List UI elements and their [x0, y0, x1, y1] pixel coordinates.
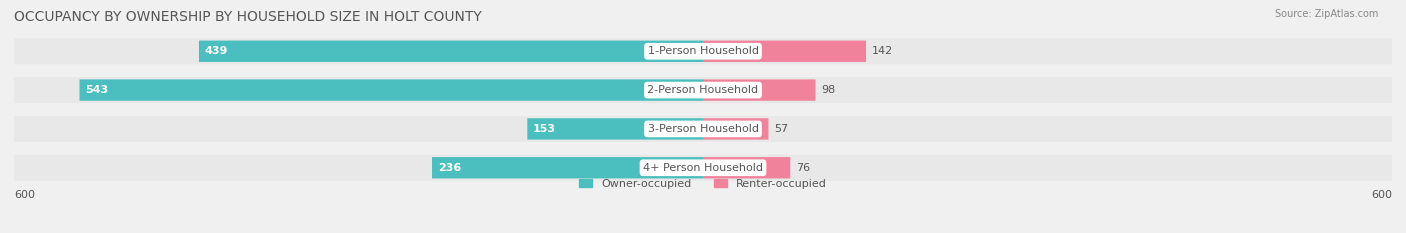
Text: 1-Person Household: 1-Person Household: [648, 46, 758, 56]
FancyBboxPatch shape: [432, 157, 703, 178]
Text: OCCUPANCY BY OWNERSHIP BY HOUSEHOLD SIZE IN HOLT COUNTY: OCCUPANCY BY OWNERSHIP BY HOUSEHOLD SIZE…: [14, 10, 482, 24]
Text: 600: 600: [14, 190, 35, 200]
Text: 236: 236: [437, 163, 461, 173]
Text: 600: 600: [1371, 190, 1392, 200]
FancyBboxPatch shape: [703, 41, 866, 62]
Legend: Owner-occupied, Renter-occupied: Owner-occupied, Renter-occupied: [579, 179, 827, 189]
Text: 2-Person Household: 2-Person Household: [647, 85, 759, 95]
Text: 76: 76: [796, 163, 810, 173]
Text: 142: 142: [872, 46, 893, 56]
FancyBboxPatch shape: [703, 157, 790, 178]
Text: 153: 153: [533, 124, 555, 134]
Text: 3-Person Household: 3-Person Household: [648, 124, 758, 134]
Text: 543: 543: [86, 85, 108, 95]
FancyBboxPatch shape: [14, 116, 1392, 142]
FancyBboxPatch shape: [14, 77, 1392, 103]
FancyBboxPatch shape: [80, 79, 703, 101]
FancyBboxPatch shape: [703, 118, 769, 140]
FancyBboxPatch shape: [14, 155, 1392, 181]
FancyBboxPatch shape: [198, 41, 703, 62]
Text: 439: 439: [205, 46, 228, 56]
FancyBboxPatch shape: [527, 118, 703, 140]
FancyBboxPatch shape: [703, 79, 815, 101]
FancyBboxPatch shape: [14, 38, 1392, 64]
Text: 98: 98: [821, 85, 835, 95]
Text: 4+ Person Household: 4+ Person Household: [643, 163, 763, 173]
Text: Source: ZipAtlas.com: Source: ZipAtlas.com: [1274, 9, 1378, 19]
Text: 57: 57: [775, 124, 789, 134]
